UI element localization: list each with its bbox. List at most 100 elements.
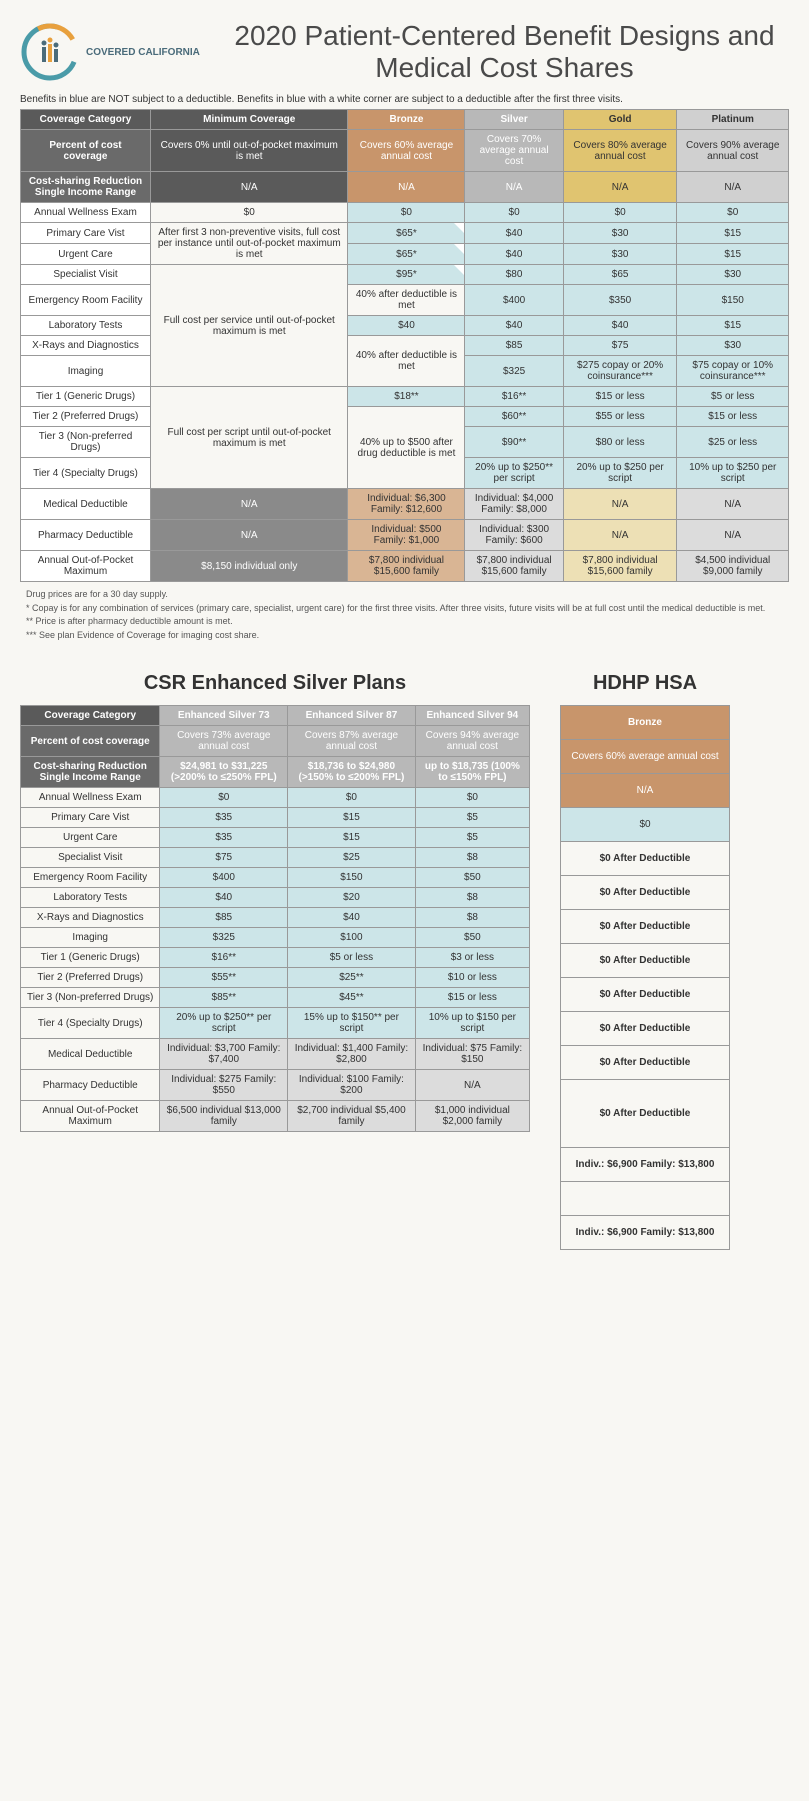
csr-data-cell: $10 or less xyxy=(415,968,529,988)
footnote-line: ** Price is after pharmacy deductible am… xyxy=(40,615,789,629)
covered-california-logo-icon xyxy=(20,22,80,82)
csr-cell: N/A xyxy=(677,172,789,203)
csr-row-label: Tier 3 (Non-preferred Drugs) xyxy=(21,988,160,1008)
csr-data-cell: $100 xyxy=(288,928,416,948)
csr-data-cell: 10% up to $150 per script xyxy=(415,1008,529,1039)
csr-row-label: X-Rays and Diagnostics xyxy=(21,908,160,928)
gold-cell: 20% up to $250 per script xyxy=(563,458,677,489)
csr-data-cell: $55** xyxy=(160,968,288,988)
header: COVERED CALIFORNIA 2020 Patient-Centered… xyxy=(20,20,789,84)
csr-range-cell: $18,736 to $24,980 (>150% to ≤200% FPL) xyxy=(288,757,416,788)
csr-data-cell: $15 xyxy=(288,808,416,828)
platinum-cell: $15 xyxy=(677,316,789,336)
bronze-cell: $65* xyxy=(348,244,465,265)
csr-col-header: Coverage Category xyxy=(21,706,160,726)
csr-data-cell: $325 xyxy=(160,928,288,948)
csr-data-cell: $0 xyxy=(415,788,529,808)
csr-row-label: Imaging xyxy=(21,928,160,948)
csr-row-label: Pharmacy Deductible xyxy=(21,1070,160,1101)
row-label: X-Rays and Diagnostics xyxy=(21,336,151,356)
csr-row-label: Tier 2 (Preferred Drugs) xyxy=(21,968,160,988)
gold-cell: $65 xyxy=(563,265,677,285)
csr-data-cell: 20% up to $250** per script xyxy=(160,1008,288,1039)
min-cell: $8,150 individual only xyxy=(151,551,348,582)
pct-label: Percent of cost coverage xyxy=(21,130,151,172)
gold-cell: $30 xyxy=(563,223,677,244)
bronze-cell: 40% up to $500 after drug deductible is … xyxy=(348,407,465,489)
platinum-cell: $150 xyxy=(677,285,789,316)
main-benefits-table: Coverage CategoryMinimum CoverageBronzeS… xyxy=(20,109,789,582)
csr-range-label: Cost-sharing Reduction Single Income Ran… xyxy=(21,757,160,788)
csr-data-cell: $15 or less xyxy=(415,988,529,1008)
min-cell: After first 3 non-preventive visits, ful… xyxy=(151,223,348,265)
row-label: Tier 1 (Generic Drugs) xyxy=(21,387,151,407)
footnote-line: *** See plan Evidence of Coverage for im… xyxy=(40,629,789,643)
gold-cell: $350 xyxy=(563,285,677,316)
row-label: Primary Care Vist xyxy=(21,223,151,244)
row-label: Imaging xyxy=(21,356,151,387)
bronze-cell: 40% after deductible is met xyxy=(348,285,465,316)
platinum-cell: $15 xyxy=(677,223,789,244)
hsa-cell: $0 xyxy=(561,808,730,842)
col-header: Minimum Coverage xyxy=(151,110,348,130)
platinum-cell: $4,500 individual $9,000 family xyxy=(677,551,789,582)
bronze-cell: $18** xyxy=(348,387,465,407)
min-cell: Full cost per service until out-of-pocke… xyxy=(151,265,348,387)
row-label: Tier 2 (Preferred Drugs) xyxy=(21,407,151,427)
row-label: Emergency Room Facility xyxy=(21,285,151,316)
csr-data-cell: $8 xyxy=(415,908,529,928)
csr-title: CSR Enhanced Silver Plans xyxy=(20,672,530,695)
bronze-cell: $0 xyxy=(348,203,465,223)
bronze-cell: $7,800 individual $15,600 family xyxy=(348,551,465,582)
csr-row-label: Emergency Room Facility xyxy=(21,868,160,888)
csr-data-cell: $35 xyxy=(160,808,288,828)
hsa-cell: $0 After Deductible xyxy=(561,944,730,978)
csr-data-cell: $5 xyxy=(415,808,529,828)
bronze-cell: Individual: $6,300 Family: $12,600 xyxy=(348,489,465,520)
hsa-cell: Indiv.: $6,900 Family: $13,800 xyxy=(561,1148,730,1182)
col-header: Silver xyxy=(465,110,563,130)
bronze-cell: $40 xyxy=(348,316,465,336)
hsa-cell: $0 After Deductible xyxy=(561,876,730,910)
csr-pct-cell: Covers 87% average annual cost xyxy=(288,726,416,757)
hsa-cell: Covers 60% average annual cost xyxy=(561,740,730,774)
csr-data-cell: $25** xyxy=(288,968,416,988)
hsa-cell: $0 After Deductible xyxy=(561,1046,730,1080)
pct-cell: Covers 90% average annual cost xyxy=(677,130,789,172)
csr-pct-cell: Covers 73% average annual cost xyxy=(160,726,288,757)
hsa-cell xyxy=(561,1182,730,1216)
gold-cell: $80 or less xyxy=(563,427,677,458)
csr-data-cell: $1,000 individual $2,000 family xyxy=(415,1101,529,1132)
hsa-cell: N/A xyxy=(561,774,730,808)
platinum-cell: N/A xyxy=(677,520,789,551)
silver-cell: $400 xyxy=(465,285,563,316)
csr-cell: N/A xyxy=(348,172,465,203)
csr-data-cell: N/A xyxy=(415,1070,529,1101)
platinum-cell: $25 or less xyxy=(677,427,789,458)
csr-data-cell: Individual: $100 Family: $200 xyxy=(288,1070,416,1101)
page-title: 2020 Patient-Centered Benefit Designs an… xyxy=(220,20,789,84)
hsa-cell: $0 After Deductible xyxy=(561,1012,730,1046)
csr-row-label: Tier 1 (Generic Drugs) xyxy=(21,948,160,968)
deductible-disclaimer: Benefits in blue are NOT subject to a de… xyxy=(20,94,789,105)
silver-cell: Individual: $4,000 Family: $8,000 xyxy=(465,489,563,520)
csr-row-label: Specialist Visit xyxy=(21,848,160,868)
col-header: Gold xyxy=(563,110,677,130)
row-label: Pharmacy Deductible xyxy=(21,520,151,551)
csr-data-cell: $15 xyxy=(288,828,416,848)
csr-data-cell: $0 xyxy=(288,788,416,808)
row-label: Medical Deductible xyxy=(21,489,151,520)
csr-row-label: Tier 4 (Specialty Drugs) xyxy=(21,1008,160,1039)
pct-cell: Covers 80% average annual cost xyxy=(563,130,677,172)
csr-row-label: Annual Out-of-Pocket Maximum xyxy=(21,1101,160,1132)
gold-cell: $15 or less xyxy=(563,387,677,407)
footnote-line: * Copay is for any combination of servic… xyxy=(40,602,789,616)
row-label: Annual Out-of-Pocket Maximum xyxy=(21,551,151,582)
gold-cell: $275 copay or 20% coinsurance*** xyxy=(563,356,677,387)
csr-data-cell: $400 xyxy=(160,868,288,888)
hsa-cell: $0 After Deductible xyxy=(561,1080,730,1148)
col-header: Bronze xyxy=(348,110,465,130)
csr-data-cell: Individual: $1,400 Family: $2,800 xyxy=(288,1039,416,1070)
csr-row-label: Medical Deductible xyxy=(21,1039,160,1070)
csr-cell: N/A xyxy=(151,172,348,203)
